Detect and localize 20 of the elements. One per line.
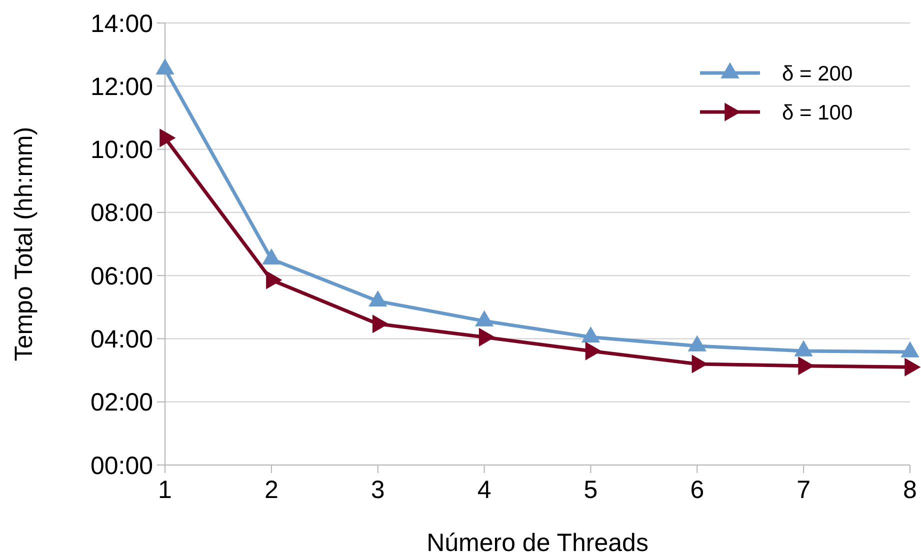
x-tick-label: 4 (477, 476, 492, 504)
y-tick-label: 04:00 (90, 325, 153, 354)
x-tick-label: 8 (903, 476, 917, 504)
x-tick-label: 7 (796, 476, 811, 504)
x-tick-label: 2 (264, 476, 278, 504)
y-tick-label: 08:00 (90, 199, 153, 228)
x-axis-title: Número de Threads (426, 529, 648, 557)
legend-label: δ = 200 (782, 62, 853, 86)
x-tick-label: 3 (370, 476, 385, 504)
y-tick-label: 00:00 (90, 452, 153, 480)
legend-label: δ = 100 (782, 101, 853, 124)
y-tick-label: 12:00 (90, 72, 153, 101)
x-tick-label: 1 (158, 476, 172, 504)
y-axis-title: Tempo Total (hh:mm) (10, 126, 38, 362)
y-tick-label: 14:00 (90, 10, 153, 38)
x-tick-label: 6 (690, 476, 704, 504)
y-tick-label: 10:00 (90, 136, 153, 164)
y-tick-label: 06:00 (90, 262, 153, 290)
y-tick-label: 02:00 (90, 388, 153, 417)
x-tick-label: 5 (584, 476, 598, 504)
